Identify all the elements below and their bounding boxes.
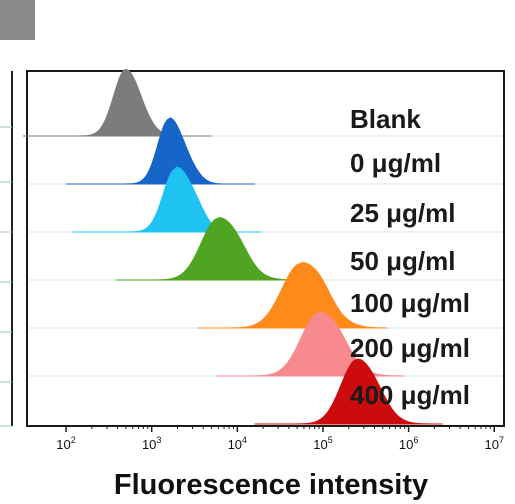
histogram-1 (66, 117, 255, 185)
plot-frame (26, 70, 505, 427)
x-tick-label-2: 104 (228, 435, 247, 452)
x-axis-ticks: 102 103 104 105 106 107 (56, 426, 504, 452)
x-tick-label-4: 106 (399, 435, 418, 452)
x-axis-label: Fluorescence intensity (114, 469, 428, 501)
legend-label-6: 400 μg/ml (350, 380, 470, 410)
header-block (0, 0, 35, 40)
x-tick-label-0: 102 (56, 435, 75, 452)
neighbor-panel-ticks (0, 126, 12, 427)
histogram-0 (23, 68, 212, 137)
histogram-3 (115, 217, 304, 281)
histogram-4 (198, 262, 387, 329)
legend-label-3: 50 μg/ml (350, 246, 456, 276)
x-tick-label-5: 107 (484, 435, 503, 452)
legend-label-0: Blank (350, 104, 421, 134)
legend-label-4: 100 μg/ml (350, 288, 470, 318)
legend: Blank 0 μg/ml 25 μg/ml 50 μg/ml 100 μg/ml 200… (350, 104, 470, 410)
histogram-6 (254, 358, 443, 425)
x-tick-label-3: 105 (313, 435, 332, 452)
legend-label-5: 200 μg/ml (350, 333, 470, 363)
histogram-5 (216, 311, 405, 377)
legend-label-2: 25 μg/ml (350, 198, 456, 228)
x-tick-label-1: 103 (142, 435, 161, 452)
legend-label-1: 0 μg/ml (350, 148, 441, 178)
histograms (23, 68, 443, 425)
